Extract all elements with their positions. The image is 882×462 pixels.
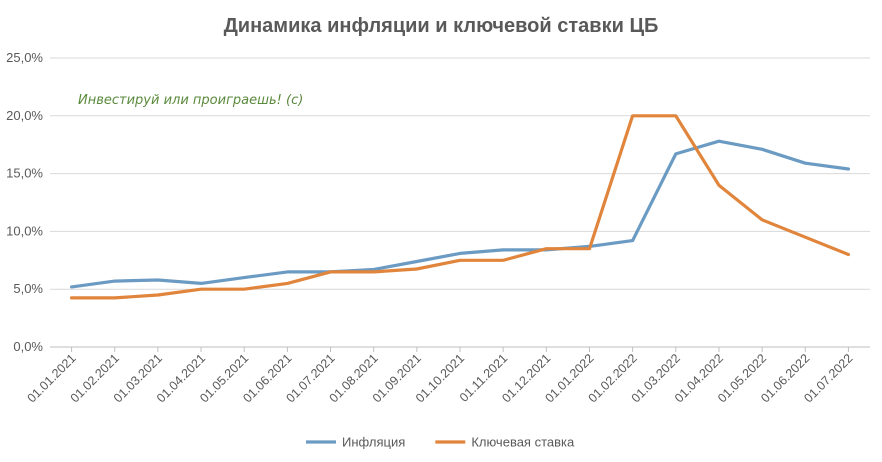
y-tick-label: 10,0% [6,223,43,238]
y-tick-label: 0,0% [13,339,43,354]
series-line-2 [69,114,851,300]
legend: Инфляция Ключевая ставка [306,435,575,450]
series-group [69,114,851,300]
gridlines [50,57,870,348]
chart-title: Динамика инфляции и ключевой ставки ЦБ [224,15,659,37]
y-axis: 0,0% 5,0% 10,0% 15,0% 20,0% 25,0% [6,50,43,354]
x-axis: 01.01.202101.02.202101.03.202101.04.2021… [25,347,856,405]
y-tick-label: 5,0% [13,281,43,296]
series-line-1 [69,139,851,289]
y-tick-label: 25,0% [6,50,43,65]
y-tick-label: 20,0% [6,108,43,123]
y-tick-label: 15,0% [6,166,43,181]
legend-label-2: Ключевая ставка [471,435,575,450]
watermark-text: Инвестируй или проиграешь! (с) [78,93,303,108]
legend-label-1: Инфляция [342,435,405,450]
